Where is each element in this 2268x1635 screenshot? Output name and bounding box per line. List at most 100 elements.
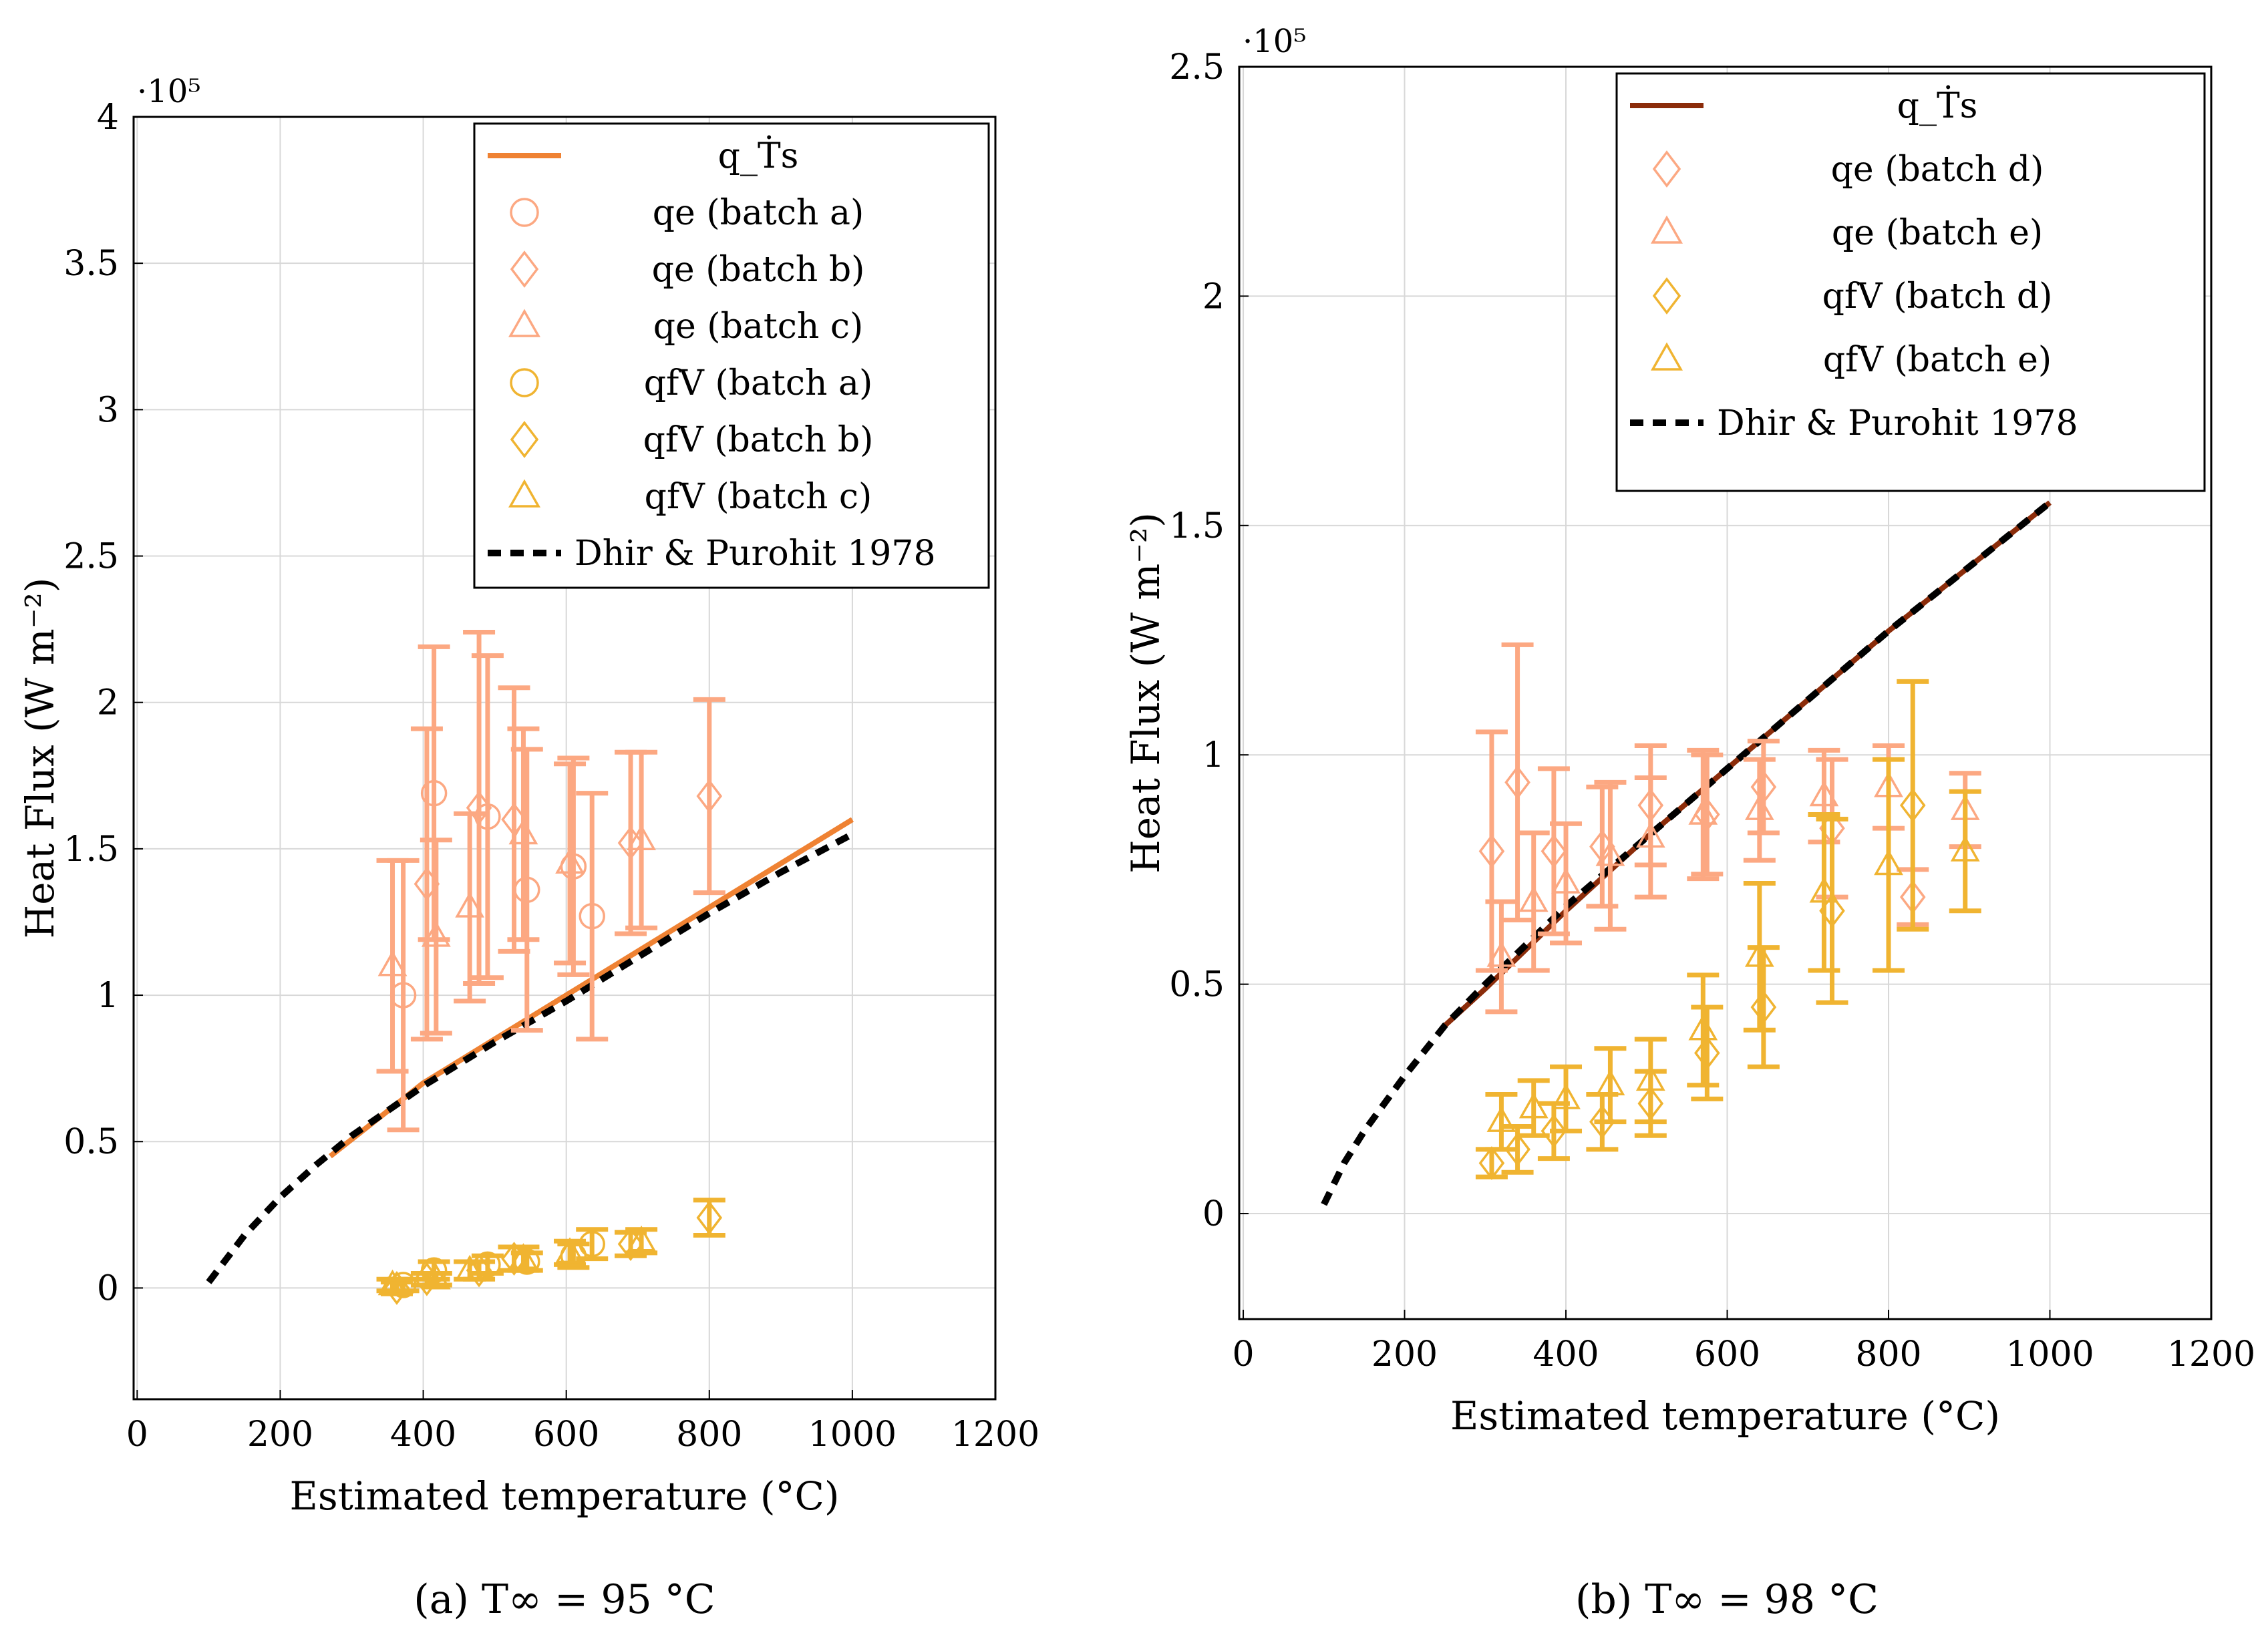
legend-marker	[508, 309, 541, 337]
data-point	[1478, 834, 1505, 868]
legend-marker	[1650, 342, 1683, 371]
y-tick-label: 2.5	[1169, 47, 1225, 87]
data-point	[627, 1225, 656, 1252]
legend-marker	[510, 250, 539, 288]
data-point	[1595, 1069, 1625, 1095]
x-tick-label: 200	[1371, 1334, 1438, 1375]
data-point	[617, 1227, 644, 1262]
data-point	[1504, 765, 1530, 799]
dhir-purohit-curve	[206, 831, 854, 1284]
x-tick-label: 800	[1855, 1334, 1921, 1375]
data-point	[455, 892, 485, 918]
legend-marker	[510, 421, 539, 458]
legend-label: qe (batch b)	[652, 250, 865, 290]
x-tick-label: 600	[533, 1415, 599, 1455]
chart-b: 0 200 400 600 800 1000 1200 0 0.5 1 1.5 2 2.5 ·10⁵ Est…	[1123, 23, 2255, 1623]
data-point	[1486, 941, 1516, 967]
legend-label: Dhir & Purohit 1978	[1717, 403, 2078, 443]
x-tick-label: 1200	[951, 1415, 1039, 1455]
legend-marker	[1652, 277, 1681, 315]
data-point	[1694, 1036, 1720, 1071]
data-point	[1518, 886, 1549, 912]
caption: (a) T∞ = 95 °C	[414, 1576, 715, 1623]
data-point	[579, 902, 605, 930]
data-point	[1874, 849, 1903, 876]
y-tick-label: 2	[1202, 277, 1225, 317]
y-tick-label: 0.5	[1169, 965, 1225, 1005]
data-point	[627, 824, 656, 850]
data-point	[508, 818, 538, 845]
y-tick-label: 1.5	[1169, 506, 1225, 546]
y-tick-label: 2	[97, 683, 119, 723]
x-axis-label: Estimated temperature (°C)	[290, 1473, 840, 1519]
data-point	[1541, 834, 1567, 868]
data-point	[1541, 1114, 1567, 1148]
data-point	[1744, 794, 1774, 820]
plot-frame	[1238, 65, 2213, 1320]
legend-label: q_Ṫs	[1897, 85, 1978, 126]
data-point	[555, 1237, 585, 1264]
data-point	[474, 1251, 501, 1278]
y-multiplier: ·10⁵	[137, 73, 201, 110]
chart-a: 0 200 400 600 800 1000 1200 0 0.5 1 1.5 2 2.5 3 3.5 4 ·1…	[17, 73, 1039, 1623]
legend-label: qe (batch d)	[1831, 150, 2044, 190]
y-tick-label: 1.5	[63, 830, 119, 870]
data-point	[466, 791, 492, 825]
y-tick-label: 3.5	[63, 244, 119, 284]
data-point	[377, 1269, 408, 1296]
data-point	[1688, 1014, 1718, 1041]
legend-label: qfV (batch b)	[643, 420, 874, 460]
data-point	[1504, 1132, 1530, 1167]
data-point	[696, 1200, 723, 1235]
data-point	[1551, 1083, 1581, 1109]
x-tick-label: 800	[676, 1415, 742, 1455]
data-point	[1595, 840, 1625, 866]
data-point	[1635, 822, 1665, 848]
data-point	[696, 779, 723, 813]
y-tick-label: 4	[97, 98, 119, 138]
data-point	[377, 950, 408, 976]
y-tick-label: 0.5	[63, 1122, 119, 1162]
x-tick-label: 400	[1532, 1334, 1599, 1375]
data-point	[1750, 990, 1777, 1025]
x-tick-label: 200	[247, 1415, 313, 1455]
legend-label: qfV (batch c)	[645, 477, 872, 517]
y-tick-label: 1	[97, 976, 119, 1016]
data-point	[1809, 780, 1839, 807]
y-axis-label: Heat Flux (W m⁻²)	[17, 578, 63, 939]
legend-label: Dhir & Purohit 1978	[575, 534, 936, 574]
data-point	[455, 1254, 485, 1281]
data-point	[579, 1230, 605, 1258]
y-tick-label: 0	[1202, 1194, 1225, 1234]
legend-marker	[510, 198, 539, 227]
data-point	[420, 779, 448, 807]
x-tick-label: 400	[390, 1415, 456, 1455]
data-point	[1551, 868, 1581, 894]
legend-marker	[1652, 150, 1681, 188]
dhir-purohit-curve	[1321, 500, 2052, 1206]
x-tick-label: 1000	[2005, 1334, 2094, 1375]
plot-frame	[132, 116, 997, 1401]
y-tick-label: 2.5	[63, 537, 119, 577]
data-point	[1899, 788, 1926, 823]
x-tick-label: 1200	[2167, 1334, 2255, 1375]
data-point	[383, 1271, 410, 1305]
x-tick-label: 600	[1694, 1334, 1760, 1375]
data-point	[617, 826, 644, 860]
legend-box	[1615, 72, 2206, 492]
data-point	[1478, 1146, 1505, 1180]
data-point	[508, 1243, 538, 1269]
y-tick-label: 1	[1202, 735, 1225, 775]
legend-label: qfV (batch a)	[644, 363, 873, 403]
legend-marker	[510, 368, 539, 397]
y-multiplier: ·10⁵	[1243, 23, 1307, 60]
data-point	[421, 921, 451, 947]
legend-label: qfV (batch d)	[1822, 277, 2053, 317]
x-tick-label: 0	[1232, 1334, 1254, 1375]
caption: (b) T∞ = 98 °C	[1575, 1576, 1879, 1623]
legend-marker	[508, 479, 541, 508]
y-tick-label: 3	[97, 390, 119, 430]
legend-label: qe (batch e)	[1832, 213, 2043, 253]
x-tick-label: 1000	[808, 1415, 897, 1455]
